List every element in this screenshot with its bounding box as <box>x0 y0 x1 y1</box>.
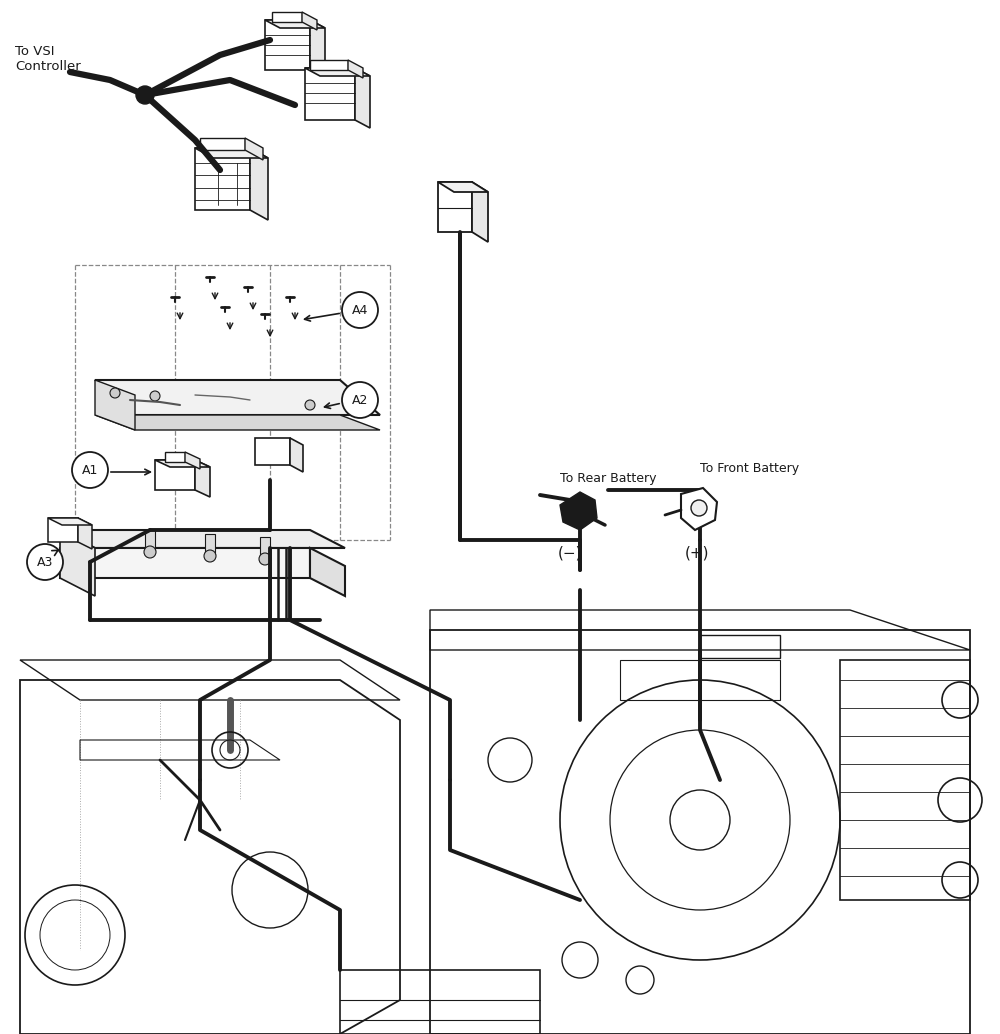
Text: To Front Battery: To Front Battery <box>700 462 799 475</box>
Polygon shape <box>255 438 290 465</box>
Polygon shape <box>265 20 310 70</box>
Polygon shape <box>260 537 270 559</box>
Polygon shape <box>185 452 200 469</box>
Polygon shape <box>681 488 717 530</box>
Text: A4: A4 <box>352 304 368 316</box>
Circle shape <box>136 86 154 104</box>
Circle shape <box>27 544 63 580</box>
Polygon shape <box>95 415 380 430</box>
Circle shape <box>110 388 120 398</box>
Polygon shape <box>355 68 370 128</box>
Polygon shape <box>78 518 92 549</box>
Polygon shape <box>195 460 210 497</box>
Polygon shape <box>165 452 185 462</box>
Circle shape <box>350 404 360 414</box>
Polygon shape <box>48 518 78 542</box>
Polygon shape <box>145 530 155 552</box>
Polygon shape <box>560 492 597 530</box>
Polygon shape <box>195 148 268 158</box>
Polygon shape <box>272 12 302 22</box>
Polygon shape <box>438 182 472 232</box>
Polygon shape <box>265 20 325 28</box>
Text: A1: A1 <box>82 463 98 477</box>
Text: (−): (−) <box>558 545 582 560</box>
Circle shape <box>305 400 315 410</box>
Text: (+): (+) <box>685 545 709 560</box>
Polygon shape <box>310 548 345 596</box>
Polygon shape <box>348 60 363 78</box>
Polygon shape <box>60 548 310 578</box>
Circle shape <box>342 292 378 328</box>
Circle shape <box>144 546 156 558</box>
Polygon shape <box>438 182 488 192</box>
Circle shape <box>259 553 271 565</box>
Circle shape <box>691 500 707 516</box>
Polygon shape <box>472 182 488 242</box>
Polygon shape <box>60 530 345 548</box>
Polygon shape <box>245 138 263 160</box>
Text: A3: A3 <box>37 555 53 569</box>
Text: To Rear Battery: To Rear Battery <box>560 472 656 485</box>
Polygon shape <box>200 138 245 150</box>
Circle shape <box>150 391 160 401</box>
Polygon shape <box>155 460 210 467</box>
Polygon shape <box>305 68 370 77</box>
Text: To VSI
Controller: To VSI Controller <box>15 45 81 73</box>
Polygon shape <box>95 381 135 430</box>
Polygon shape <box>302 12 317 30</box>
Polygon shape <box>290 438 303 472</box>
Circle shape <box>72 452 108 488</box>
Polygon shape <box>48 518 92 525</box>
Circle shape <box>342 382 378 418</box>
Polygon shape <box>95 381 380 415</box>
Polygon shape <box>195 148 250 210</box>
Polygon shape <box>310 60 348 70</box>
Circle shape <box>204 550 216 562</box>
Polygon shape <box>205 534 215 556</box>
Polygon shape <box>155 460 195 490</box>
Polygon shape <box>60 530 95 596</box>
Polygon shape <box>310 20 325 78</box>
Polygon shape <box>305 68 355 120</box>
Text: A2: A2 <box>352 394 368 406</box>
Polygon shape <box>250 148 268 220</box>
